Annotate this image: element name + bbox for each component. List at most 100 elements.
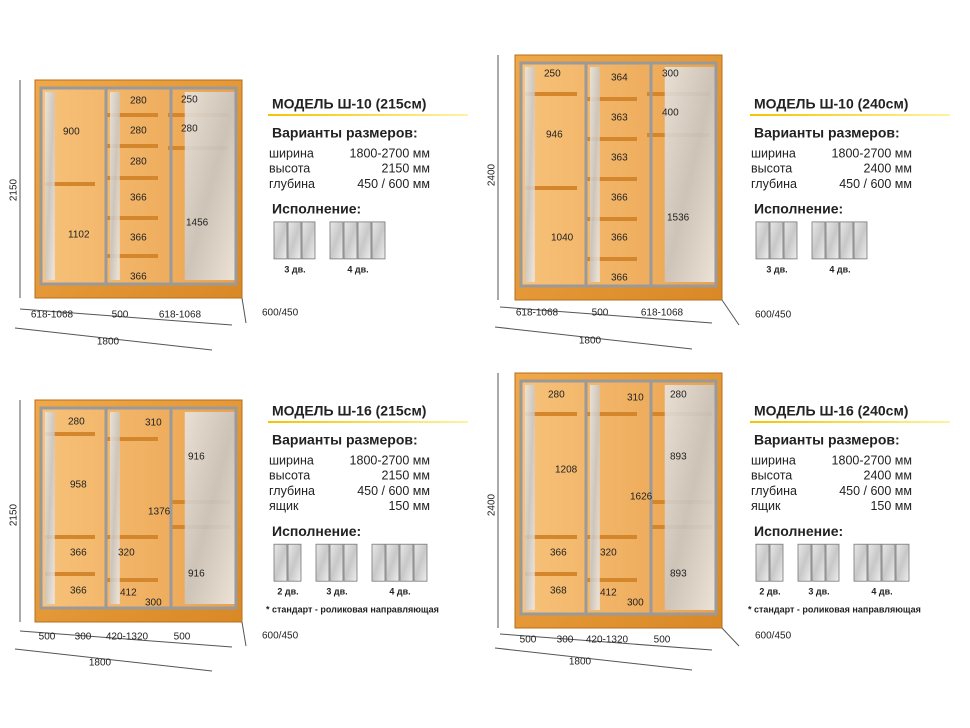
door-icon <box>825 221 840 260</box>
door-mirror <box>590 385 600 610</box>
door-icon <box>853 221 868 260</box>
inner-dim: 280 <box>548 390 565 401</box>
door-mirror <box>45 92 55 280</box>
door-mirror <box>525 385 535 610</box>
section-width: 618-1068 <box>641 308 684 319</box>
sizes-heading: Варианты размеров: <box>272 125 418 141</box>
inner-dim: 280 <box>68 417 85 428</box>
shelf <box>105 578 158 582</box>
wardrobe-panel: 2150 618-1068 500 618-1068 1800 600/450 900 110… <box>9 79 468 351</box>
inner-dim: 1102 <box>68 230 90 241</box>
inner-dim: 366 <box>70 548 87 559</box>
door-mirror <box>45 412 55 604</box>
door-mirror <box>184 412 237 604</box>
spec-value: 450 / 600 мм <box>357 177 430 191</box>
shelf <box>585 578 637 582</box>
inner-dim: 412 <box>120 588 137 599</box>
title-underline <box>268 421 468 423</box>
inner-dim: 1040 <box>551 233 574 244</box>
wardrobe-panel: 2400 500 300 420-1320 500 1800 600/450 280 1208 3… <box>487 372 950 671</box>
door-icon <box>301 221 316 260</box>
spec-value: 450 / 600 мм <box>839 177 912 191</box>
dim-line <box>241 621 247 647</box>
option-label: 3 дв. <box>284 264 305 274</box>
execution-heading: Исполнение: <box>272 201 361 217</box>
spec-label: высота <box>751 469 792 483</box>
model-title: МОДЕЛЬ Ш-16 (215см) <box>272 403 426 419</box>
door-mirror <box>590 67 600 282</box>
depth-label: 600/450 <box>262 631 299 642</box>
section-width: 500 <box>520 635 537 646</box>
dim-line <box>721 627 740 647</box>
inner-dim: 366 <box>70 586 87 597</box>
door-icon <box>343 543 358 582</box>
inner-dim: 280 <box>130 126 147 137</box>
inner-dim: 1536 <box>667 213 690 224</box>
inner-dim: 366 <box>611 193 628 204</box>
inner-dim: 366 <box>130 272 147 283</box>
door-mirror <box>664 385 717 610</box>
dim-line <box>721 299 740 326</box>
spec-label: высота <box>269 162 310 176</box>
sizes-heading: Варианты размеров: <box>754 125 900 141</box>
option-label: 3 дв. <box>766 264 787 274</box>
section-width: 618-1068 <box>159 310 202 321</box>
door-mirror <box>184 92 237 280</box>
inner-dim: 368 <box>550 586 567 597</box>
title-underline <box>750 421 950 423</box>
option-label: 4 дв. <box>389 587 410 597</box>
height-label: 2400 <box>487 493 498 516</box>
model-title: МОДЕЛЬ Ш-16 (240см) <box>754 403 908 419</box>
inner-dim: 280 <box>670 390 687 401</box>
inner-dim: 363 <box>611 113 628 124</box>
section-width: 500 <box>112 310 129 321</box>
depth-label: 600/450 <box>755 631 792 642</box>
spec-label: высота <box>751 162 792 176</box>
inner-dim: 364 <box>611 73 628 84</box>
inner-dim: 310 <box>627 393 644 404</box>
shelf <box>585 257 637 261</box>
inner-dim: 893 <box>670 569 687 580</box>
option-label: 3 дв. <box>808 587 829 597</box>
door-icon <box>273 543 288 582</box>
height-label: 2400 <box>487 163 498 186</box>
shelf <box>525 412 577 416</box>
shelf <box>45 572 95 576</box>
spec-value: 2400 мм <box>864 162 912 176</box>
inner-dim: 916 <box>188 452 205 463</box>
inner-dim: 310 <box>145 418 162 429</box>
dim-line <box>19 630 233 648</box>
footnote: * стандарт - роликовая направляющая <box>266 605 439 615</box>
title-underline <box>268 114 468 116</box>
inner-dim: 366 <box>550 548 567 559</box>
total-width: 1800 <box>569 657 592 668</box>
door-mirror <box>664 67 717 282</box>
depth-label: 600/450 <box>755 310 792 321</box>
door-frame <box>649 61 718 288</box>
inner-dim: 250 <box>544 69 561 80</box>
door-icon <box>329 221 344 260</box>
shelf <box>105 176 158 180</box>
total-width: 1800 <box>89 658 112 669</box>
height-label: 2150 <box>9 503 20 526</box>
door-frame <box>649 379 718 616</box>
door-icon <box>797 543 812 582</box>
option-label: 2 дв. <box>277 587 298 597</box>
inner-dim: 366 <box>130 233 147 244</box>
door-mirror <box>525 67 535 282</box>
door-icon <box>273 221 288 260</box>
section-width: 618-1068 <box>516 308 559 319</box>
section-width: 500 <box>174 632 191 643</box>
shelf <box>105 113 158 117</box>
door-icon <box>825 543 840 582</box>
spec-value: 450 / 600 мм <box>839 484 912 498</box>
inner-dim: 916 <box>188 569 205 580</box>
sizes-heading: Варианты размеров: <box>272 432 418 448</box>
spec-value: 2150 мм <box>382 162 430 176</box>
shelf <box>105 216 158 220</box>
inner-dim: 1456 <box>186 218 209 229</box>
inner-dim: 250 <box>181 95 198 106</box>
door-icon <box>811 221 826 260</box>
shelf <box>45 182 95 186</box>
